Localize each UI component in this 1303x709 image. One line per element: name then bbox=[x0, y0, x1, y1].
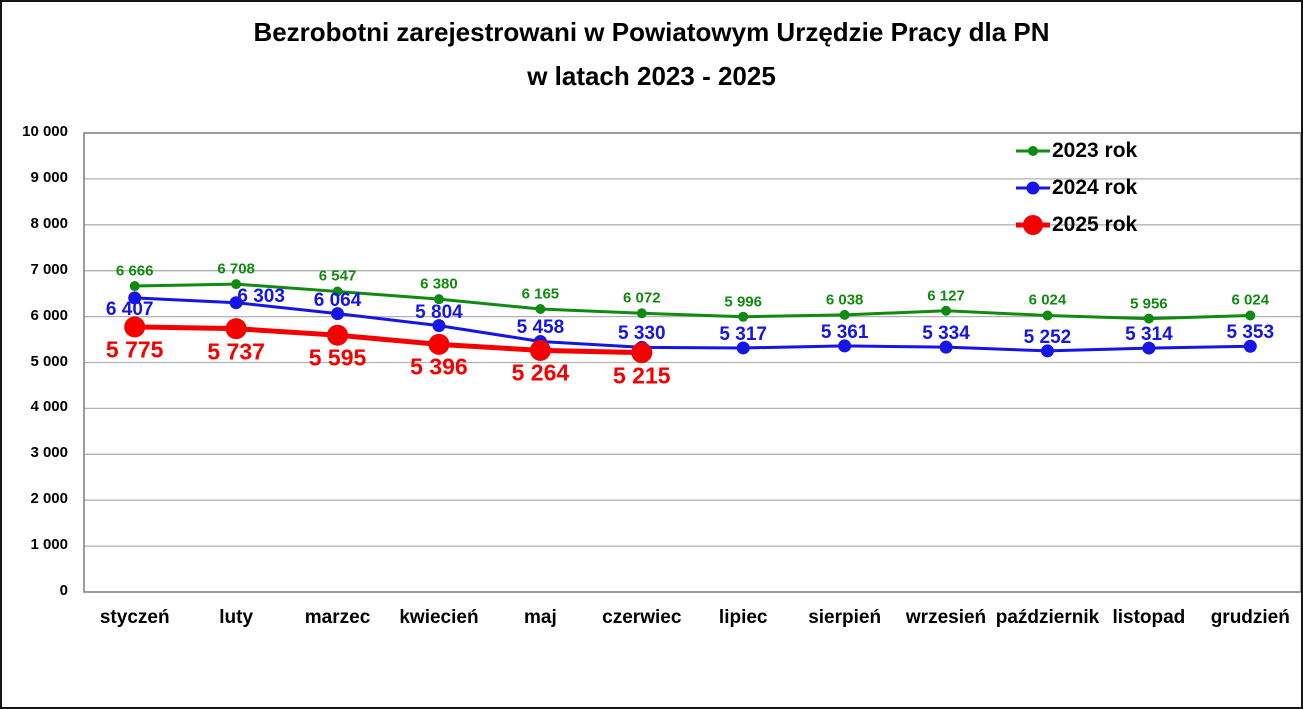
y-tick-label: 8 000 bbox=[30, 214, 68, 232]
x-axis-label: październik bbox=[995, 607, 1100, 628]
data-label-0-5: 6 072 bbox=[623, 289, 661, 307]
y-tick-label: 9 000 bbox=[30, 168, 68, 186]
legend-item-2024: 2024 rok bbox=[1016, 176, 1137, 200]
legend-label-2023: 2023 rok bbox=[1052, 139, 1138, 162]
data-point-1-1 bbox=[229, 296, 243, 310]
data-point-1-9 bbox=[1040, 344, 1054, 358]
data-point-0-3 bbox=[433, 294, 444, 305]
data-point-0-6 bbox=[738, 311, 749, 322]
plot-border bbox=[83, 132, 1301, 593]
data-label-1-9: 5 252 bbox=[1023, 326, 1072, 348]
x-axis-label: styczeń bbox=[99, 607, 170, 628]
chart-title-line2: w latach 2023 - 2025 bbox=[527, 61, 776, 91]
data-label-1-0: 6 407 bbox=[105, 298, 154, 320]
x-axis-label: marzec bbox=[304, 607, 371, 628]
x-axis-label: wrzesień bbox=[905, 607, 987, 628]
legend-marker-2023-icon bbox=[1016, 139, 1050, 163]
data-point-1-2 bbox=[331, 307, 345, 321]
data-label-2-1: 5 737 bbox=[207, 338, 265, 365]
data-label-2-5: 5 215 bbox=[613, 362, 671, 389]
data-label-2-2: 5 595 bbox=[308, 344, 367, 371]
legend-item-2023: 2023 rok bbox=[1016, 139, 1137, 163]
data-point-2-1 bbox=[225, 318, 247, 340]
data-point-0-4 bbox=[535, 304, 546, 315]
data-label-0-4: 6 165 bbox=[521, 285, 560, 303]
data-label-1-7: 5 361 bbox=[820, 321, 869, 343]
data-label-0-8: 6 127 bbox=[927, 287, 965, 305]
data-label-2-3: 5 396 bbox=[410, 353, 468, 380]
y-tick-label: 4 000 bbox=[30, 398, 68, 416]
data-point-1-10 bbox=[1142, 341, 1156, 355]
data-point-1-8 bbox=[939, 340, 953, 354]
legend-marker-2024-icon bbox=[1016, 176, 1050, 200]
data-label-1-1: 6 303 bbox=[237, 285, 285, 307]
y-tick-label: 10 000 bbox=[22, 123, 68, 140]
series-line-2 bbox=[132, 324, 645, 356]
data-label-0-2: 6 547 bbox=[318, 267, 357, 285]
data-label-0-9: 6 024 bbox=[1028, 291, 1067, 309]
data-label-0-3: 6 380 bbox=[420, 275, 458, 293]
data-point-1-11 bbox=[1243, 339, 1257, 353]
data-point-0-2 bbox=[332, 286, 343, 297]
data-label-1-4: 5 458 bbox=[516, 317, 565, 339]
data-point-0-10 bbox=[1143, 313, 1154, 324]
data-point-1-3 bbox=[432, 319, 446, 333]
series-line-0 bbox=[133, 282, 1252, 321]
x-axis-label: maj bbox=[524, 607, 557, 628]
data-point-2-4 bbox=[529, 339, 551, 361]
data-point-1-7 bbox=[838, 339, 852, 353]
x-axis-label: czerwiec bbox=[602, 607, 682, 628]
data-label-1-11: 5 353 bbox=[1226, 322, 1275, 344]
data-point-0-0 bbox=[129, 281, 140, 292]
data-point-2-0 bbox=[124, 316, 146, 338]
data-point-2-5 bbox=[631, 342, 653, 364]
data-label-1-5: 5 330 bbox=[618, 323, 666, 345]
x-axis-label: grudzień bbox=[1210, 607, 1290, 628]
data-label-1-10: 5 314 bbox=[1125, 324, 1173, 346]
series-line-1 bbox=[133, 296, 1252, 353]
data-label-1-2: 6 064 bbox=[313, 289, 362, 311]
data-label-1-8: 5 334 bbox=[922, 323, 970, 345]
y-tick-label: 6 000 bbox=[30, 306, 68, 324]
data-label-2-0: 5 775 bbox=[105, 336, 164, 363]
data-point-2-2 bbox=[327, 324, 349, 346]
x-axis-label: luty bbox=[219, 607, 254, 628]
data-point-0-5 bbox=[636, 308, 647, 319]
y-tick-label: 3 000 bbox=[30, 444, 68, 462]
data-label-0-1: 6 708 bbox=[217, 260, 255, 278]
data-point-0-7 bbox=[839, 309, 850, 320]
data-point-1-0 bbox=[128, 291, 142, 305]
legend-label-2024: 2024 rok bbox=[1052, 176, 1138, 199]
data-label-1-6: 5 317 bbox=[719, 323, 767, 345]
data-point-0-11 bbox=[1245, 310, 1256, 321]
legend-item-2025: 2025 rok bbox=[1016, 213, 1137, 237]
y-tick-label: 0 bbox=[59, 582, 68, 599]
data-point-0-9 bbox=[1042, 310, 1053, 321]
data-label-1-3: 5 804 bbox=[415, 301, 463, 323]
chart-title-line1: Bezrobotni zarejestrowani w Powiatowym U… bbox=[253, 17, 1050, 47]
y-tick-label: 7 000 bbox=[30, 260, 68, 278]
data-label-0-7: 6 038 bbox=[825, 291, 864, 309]
data-point-0-1 bbox=[231, 279, 242, 290]
x-axis-label: kwiecień bbox=[399, 607, 479, 628]
y-tick-label: 5 000 bbox=[30, 352, 68, 370]
y-tick-label: 2 000 bbox=[30, 490, 68, 508]
legend-label-2025: 2025 rok bbox=[1052, 213, 1138, 236]
data-point-2-3 bbox=[428, 333, 450, 355]
x-axis-label: listopad bbox=[1112, 607, 1186, 628]
chart-title: Bezrobotni zarejestrowani w Powiatowym U… bbox=[2, 10, 1301, 98]
data-point-1-6 bbox=[736, 341, 750, 355]
data-label-0-11: 6 024 bbox=[1231, 291, 1270, 309]
data-label-0-6: 5 996 bbox=[724, 293, 762, 311]
legend-marker-2025-icon bbox=[1016, 213, 1050, 237]
data-label-0-0: 6 666 bbox=[115, 262, 154, 280]
x-axis-label: lipiec bbox=[718, 607, 768, 628]
data-point-0-8 bbox=[941, 305, 952, 316]
data-label-2-4: 5 264 bbox=[511, 359, 570, 386]
y-tick-label: 1 000 bbox=[30, 536, 68, 554]
x-axis-label: sierpień bbox=[808, 607, 882, 628]
data-label-0-10: 5 956 bbox=[1130, 295, 1168, 313]
